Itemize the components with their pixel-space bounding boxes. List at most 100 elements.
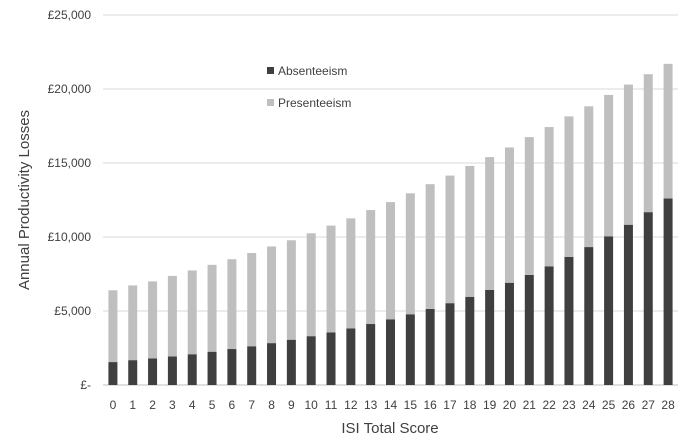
bar-absenteeism (306, 336, 316, 385)
x-tick-label: 12 (344, 398, 358, 412)
legend-label-presenteeism: Presenteeism (278, 96, 351, 110)
x-tick-label: 27 (642, 398, 656, 412)
bar-presenteeism (108, 290, 118, 363)
bar-absenteeism (524, 274, 534, 385)
y-axis-ticks: £- £5,000 £10,000 £15,000 £20,000 £25,000 (48, 8, 92, 392)
x-axis-label: ISI Total Score (341, 420, 438, 437)
x-tick-label: 6 (229, 398, 236, 412)
x-tick-label: 7 (248, 398, 255, 412)
x-tick-label: 16 (423, 398, 437, 412)
bar-presenteeism (306, 233, 316, 337)
x-tick-label: 8 (268, 398, 275, 412)
x-tick-label: 2 (149, 398, 156, 412)
x-tick-label: 13 (364, 398, 378, 412)
bar-absenteeism (485, 289, 495, 385)
bar-presenteeism (544, 127, 554, 267)
bar-presenteeism (187, 270, 197, 355)
bar-absenteeism (286, 339, 296, 385)
bar-presenteeism (227, 259, 237, 350)
x-tick-label: 22 (542, 398, 556, 412)
bar-presenteeism (346, 218, 356, 329)
y-tick-label: £20,000 (48, 82, 92, 96)
x-axis-ticks: 0 1 2 3 4 5 6 7 8 9 10 11 12 13 14 15 16 17 18 19 20 21 22 23 24… (110, 398, 676, 412)
y-axis-label: Annual Productivity Losses (16, 110, 33, 290)
bar-absenteeism (366, 324, 376, 385)
bar-presenteeism (663, 63, 673, 199)
bar-absenteeism (564, 256, 574, 385)
bar-presenteeism (247, 252, 257, 347)
x-tick-label: 24 (582, 398, 596, 412)
bar-absenteeism (247, 346, 257, 385)
x-tick-label: 15 (404, 398, 418, 412)
bar-absenteeism (604, 236, 614, 385)
y-tick-label: £- (80, 378, 91, 392)
bar-absenteeism (584, 247, 594, 385)
bar-presenteeism (267, 246, 277, 344)
x-tick-label: 9 (288, 398, 295, 412)
bar-presenteeism (128, 285, 138, 361)
bar-presenteeism (167, 275, 177, 357)
bar-presenteeism (485, 157, 495, 290)
x-tick-label: 19 (483, 398, 497, 412)
bar-presenteeism (405, 193, 415, 315)
x-tick-label: 5 (209, 398, 216, 412)
legend-label-absenteeism: Absenteeism (278, 64, 347, 78)
bar-absenteeism (108, 362, 118, 385)
bar-absenteeism (207, 351, 217, 385)
x-tick-label: 1 (129, 398, 136, 412)
x-tick-label: 0 (110, 398, 117, 412)
y-tick-label: £15,000 (48, 156, 92, 170)
bar-absenteeism (663, 198, 673, 385)
bar-absenteeism (267, 343, 277, 385)
bar-presenteeism (524, 137, 534, 275)
bar-absenteeism (227, 349, 237, 385)
bar-absenteeism (623, 224, 633, 385)
x-tick-label: 17 (443, 398, 457, 412)
bar-presenteeism (504, 147, 514, 283)
bar-absenteeism (405, 314, 415, 385)
bar-absenteeism (425, 308, 435, 385)
y-tick-label: £10,000 (48, 230, 92, 244)
x-tick-label: 14 (384, 398, 398, 412)
x-tick-label: 28 (661, 398, 675, 412)
bar-presenteeism (425, 184, 435, 309)
bars (108, 63, 673, 385)
bar-absenteeism (386, 319, 395, 385)
bar-absenteeism (326, 332, 336, 385)
x-tick-label: 3 (169, 398, 176, 412)
bar-absenteeism (643, 212, 653, 385)
x-tick-label: 25 (602, 398, 616, 412)
legend: Absenteeism Presenteeism (267, 64, 351, 110)
bar-presenteeism (465, 165, 475, 297)
bar-absenteeism (544, 266, 554, 385)
x-tick-label: 20 (503, 398, 517, 412)
bar-absenteeism (465, 296, 475, 385)
x-tick-label: 23 (562, 398, 576, 412)
bar-presenteeism (564, 116, 574, 257)
bar-presenteeism (643, 74, 653, 213)
bar-presenteeism (386, 202, 395, 320)
y-tick-label: £25,000 (48, 8, 92, 22)
x-tick-label: 21 (523, 398, 537, 412)
bar-absenteeism (128, 360, 138, 385)
bar-absenteeism (445, 303, 455, 385)
bar-presenteeism (148, 281, 158, 359)
x-tick-label: 26 (622, 398, 636, 412)
legend-swatch-presenteeism (267, 99, 274, 106)
bar-presenteeism (623, 84, 633, 225)
bar-absenteeism (187, 354, 197, 385)
x-tick-label: 18 (463, 398, 477, 412)
bar-presenteeism (207, 264, 217, 352)
bar-presenteeism (445, 175, 455, 304)
y-tick-label: £5,000 (54, 304, 91, 318)
x-tick-label: 4 (189, 398, 196, 412)
bar-presenteeism (366, 210, 376, 325)
x-tick-label: 10 (305, 398, 319, 412)
x-tick-label: 11 (325, 398, 338, 412)
bar-presenteeism (584, 106, 594, 248)
legend-swatch-absenteeism (267, 67, 274, 74)
bar-absenteeism (167, 356, 177, 385)
bar-absenteeism (504, 282, 514, 385)
bar-presenteeism (604, 94, 614, 237)
